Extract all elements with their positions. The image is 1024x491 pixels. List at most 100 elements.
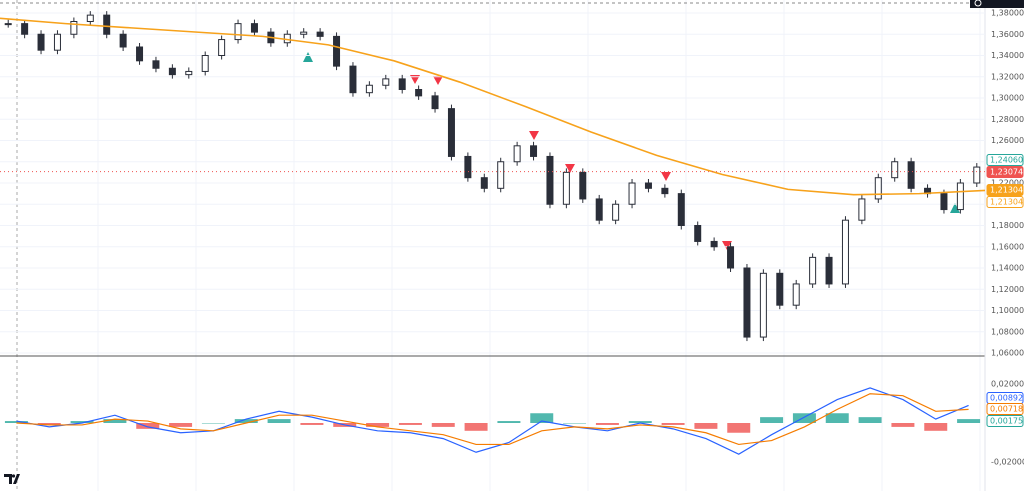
price-tag-label: 1,23074 [990,168,1023,177]
price-tag [986,166,1024,178]
y-tick-label: 1,38000 [991,9,1024,18]
price-tag-label: 1,24060 [990,156,1023,165]
macd-histogram-bar [891,423,915,427]
macd-histogram-bar [201,423,225,424]
price-tag [986,196,1024,208]
macd-tag-label: 0,00175 [990,417,1023,426]
y-tick-label: 1,34000 [991,51,1024,60]
price-tag-label: 1,21304 [990,198,1023,207]
candle-body [86,14,94,22]
candle-body [316,31,324,37]
candle-body [661,187,669,195]
candle-body [907,161,915,189]
candle-body [743,267,751,338]
macd-histogram-bar [103,419,127,423]
y-tick-label: 1,36000 [991,30,1024,39]
macd-histogram-bar [563,423,587,424]
top-right-button[interactable] [970,0,1024,8]
macd-histogram-bar [595,423,619,425]
candle-body [694,225,702,242]
macd-histogram-bar [760,417,784,423]
y-tick-label: 1,28000 [991,115,1024,124]
macd-signal-line [16,393,969,446]
macd-histogram-bar [924,423,948,431]
vertical-grid [97,0,981,491]
candle-body [727,246,735,269]
candle-body [250,23,258,33]
macd-histogram-bar [300,423,324,425]
macd-histogram-bar [431,423,455,427]
sell-signal [722,241,732,250]
macd-histogram-bar [37,423,61,425]
candle-body [218,39,226,56]
candle-body [152,60,160,69]
y-tick-label: 1,30000 [991,94,1024,103]
macd-histogram-bar [169,423,193,427]
candle-body [300,31,308,35]
macd-histogram-bar [70,421,94,423]
candle-body [874,177,882,200]
sell-signal [433,76,443,85]
candle-body [349,65,357,94]
candle-body [464,155,472,179]
macd-histogram-bar [497,421,521,423]
candle-body [382,78,390,86]
macd-histogram-bar [136,423,160,429]
macd-macd-line [16,387,969,455]
candle-body [185,70,193,76]
macd-tag [986,415,1024,427]
candle-body [677,193,685,226]
candle-body [333,35,341,67]
macd-histogram-bar [4,421,28,423]
price-tag-label: 1,21304 [990,186,1023,195]
macd-histogram-bar [957,419,981,423]
price-tag [986,154,1024,166]
macd-histogram-bar [234,419,258,423]
candle-body [628,182,636,205]
macd-tag [986,403,1024,415]
y-tick-label: 1,08000 [991,327,1024,336]
macd-histogram-bar [398,423,422,425]
candle-body [940,193,948,211]
y-tick-label: 1,18000 [991,221,1024,230]
macd-histogram-bar [858,417,882,423]
candle-body [70,21,78,35]
candle-body [530,145,538,157]
candle-body [365,84,373,94]
macd-histogram-bar [366,423,390,427]
candle-body [119,33,127,48]
candle-body [858,198,866,221]
candle-body [546,155,554,205]
macd-histogram-bar [530,413,554,423]
candle-body [415,89,423,97]
candle-body [201,55,209,72]
macd-tag-label: 0,00892 [990,394,1023,403]
candle-body [4,23,12,26]
y-tick-label: 1,22000 [991,179,1024,188]
candle-body [595,198,603,221]
y-tick-label: 1,06000 [991,349,1024,358]
y-tick-label: 1,26000 [991,136,1024,145]
candle-body [841,219,849,285]
y-tick-label: 1,10000 [991,306,1024,315]
candle-body [480,177,488,189]
macd-histogram-bar [694,423,718,429]
candle-body [792,283,800,306]
candle-body [973,166,981,184]
candle-body [103,14,111,35]
macd-histogram-bar [464,423,488,431]
macd-tag-label: 0,00718 [990,405,1023,414]
y-tick-label: 1,32000 [991,72,1024,81]
candle-body [562,171,570,205]
sell-signal [529,131,539,140]
macd-histogram-bar [628,421,652,423]
macd-histogram-bar [727,423,751,433]
sell-signal [565,164,575,173]
candle-body [234,23,242,41]
macd-histogram-bar [825,413,849,423]
candle-body [759,272,767,338]
candle-body [53,33,61,51]
candle-body [168,67,176,76]
